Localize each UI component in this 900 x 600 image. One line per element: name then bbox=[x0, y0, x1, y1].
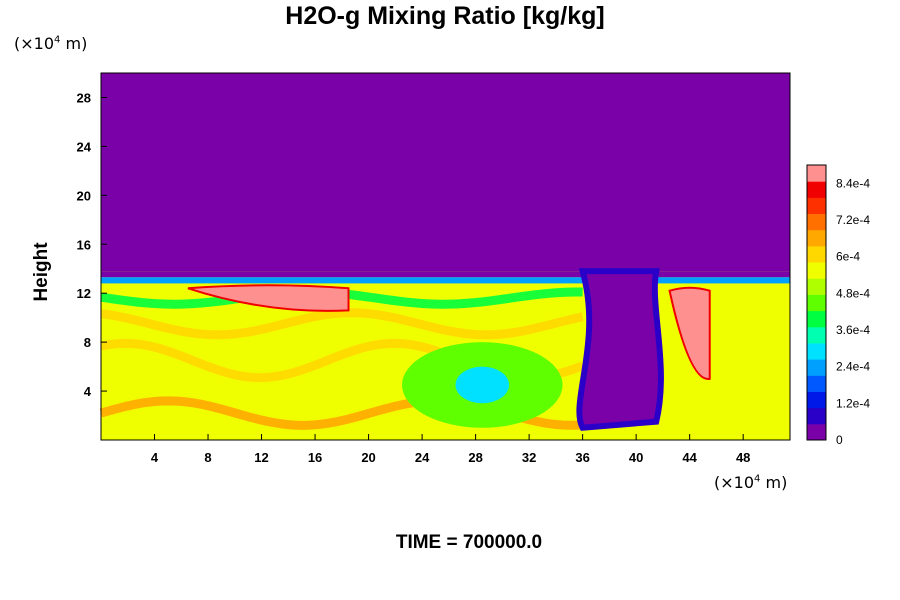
y-tick-label: 16 bbox=[77, 237, 91, 252]
mixing-ratio-field bbox=[99, 73, 790, 440]
eddy-core bbox=[455, 366, 510, 404]
x-tick-label: 32 bbox=[522, 450, 536, 465]
colorbar-tick-label: 2.4e-4 bbox=[836, 360, 870, 374]
colorbar-segment bbox=[807, 342, 826, 360]
colorbar-segment bbox=[807, 391, 826, 409]
colorbar-segment bbox=[807, 197, 826, 215]
y-tick-label: 8 bbox=[84, 335, 91, 350]
colorbar-tick-label: 1.2e-4 bbox=[836, 396, 870, 410]
colorbar-segment bbox=[807, 229, 826, 247]
colorbar-tick-label: 3.6e-4 bbox=[836, 323, 870, 337]
chart-title: H2O-g Mixing Ratio [kg/kg] bbox=[285, 2, 605, 30]
colorbar: 0 1.2e-4 2.4e-4 3.6e-4 4.8e-4 6e-4 7.2e-4 8.4e-… bbox=[806, 164, 870, 447]
colorbar-segment bbox=[807, 213, 826, 231]
colorbar-tick-label: 6e-4 bbox=[836, 250, 860, 264]
moist-layer-edge-inner bbox=[101, 277, 790, 284]
colorbar-segment bbox=[807, 423, 826, 441]
time-label: TIME = 700000.0 bbox=[395, 532, 543, 553]
x-axis-ticks: 4 8 12 16 20 24 28 32 36 40 44 48 bbox=[151, 434, 750, 465]
colorbar-tick-label: 8.4e-4 bbox=[836, 176, 870, 190]
y-axis-unit-label: (×104 m) bbox=[14, 34, 88, 53]
y-axis-ticks: 4 8 12 16 20 24 28 bbox=[77, 90, 107, 399]
x-tick-label: 20 bbox=[361, 450, 375, 465]
y-tick-label: 20 bbox=[77, 188, 91, 203]
y-tick-label: 4 bbox=[84, 384, 92, 399]
y-tick-label: 24 bbox=[77, 139, 92, 154]
x-tick-label: 16 bbox=[308, 450, 322, 465]
colorbar-segment bbox=[807, 359, 826, 376]
colorbar-tick-label: 7.2e-4 bbox=[836, 213, 870, 227]
colorbar-tick-label: 0 bbox=[836, 433, 843, 447]
moist-layer-edge bbox=[101, 271, 790, 278]
x-axis-unit-label: (×104 m) bbox=[714, 473, 788, 492]
moisture-cap bbox=[668, 286, 711, 380]
x-tick-label: 36 bbox=[575, 450, 589, 465]
x-tick-label: 28 bbox=[468, 450, 482, 465]
colorbar-segment bbox=[807, 245, 826, 263]
colorbar-tick-label: 4.8e-4 bbox=[836, 286, 870, 300]
colorbar-segment bbox=[807, 278, 826, 295]
dry-notch-edge bbox=[576, 268, 664, 431]
colorbar-segment bbox=[807, 262, 826, 279]
x-tick-label: 44 bbox=[682, 450, 697, 465]
colorbar-frame bbox=[806, 164, 827, 441]
x-tick-label: 24 bbox=[415, 450, 430, 465]
colorbar-segment bbox=[807, 326, 826, 344]
x-tick-label: 8 bbox=[204, 450, 211, 465]
colorbar-segment bbox=[807, 375, 826, 392]
colorbar-segment bbox=[807, 407, 826, 425]
x-tick-label: 4 bbox=[151, 450, 159, 465]
x-tick-label: 48 bbox=[736, 450, 750, 465]
x-tick-label: 12 bbox=[254, 450, 268, 465]
colorbar-segment bbox=[807, 181, 826, 198]
colorbar-segment bbox=[807, 310, 826, 328]
colorbar-segment bbox=[807, 294, 826, 312]
dry-notch-core bbox=[579, 271, 661, 428]
y-tick-label: 12 bbox=[77, 286, 91, 301]
plot-frame bbox=[100, 72, 791, 441]
moisture-cap bbox=[187, 284, 350, 312]
x-tick-label: 40 bbox=[629, 450, 643, 465]
colorbar-segment bbox=[807, 165, 826, 182]
moist-band bbox=[100, 308, 584, 340]
y-tick-label: 28 bbox=[77, 90, 91, 105]
